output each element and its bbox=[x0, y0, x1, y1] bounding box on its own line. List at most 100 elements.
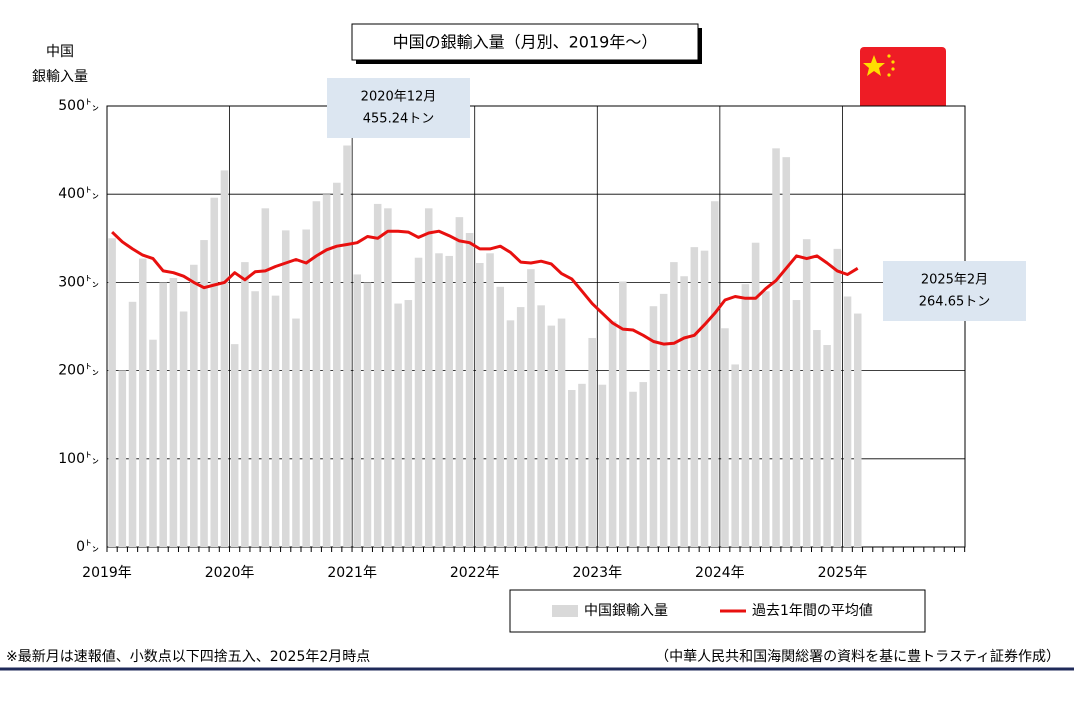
bar bbox=[384, 208, 392, 547]
bar bbox=[353, 274, 362, 547]
title-box bbox=[351, 23, 699, 61]
x-tick-label: 2023年 bbox=[572, 565, 622, 581]
bar bbox=[588, 337, 596, 547]
bar bbox=[445, 255, 453, 547]
bar bbox=[670, 262, 678, 547]
bar bbox=[343, 145, 351, 547]
x-tick-label: 2025年 bbox=[818, 565, 868, 581]
line bbox=[111, 229, 859, 346]
bar bbox=[802, 239, 811, 547]
bar bbox=[118, 370, 127, 547]
bar bbox=[782, 157, 791, 547]
callout-text: 264.65トン bbox=[919, 295, 991, 310]
bar bbox=[373, 203, 382, 548]
bar bbox=[465, 233, 474, 547]
bar bbox=[210, 197, 219, 547]
bar bbox=[108, 238, 116, 548]
bar bbox=[516, 307, 525, 547]
legend-swatch bbox=[552, 605, 578, 617]
bar bbox=[251, 291, 259, 547]
bar bbox=[220, 170, 229, 548]
bar bbox=[823, 345, 831, 547]
bar bbox=[292, 318, 300, 547]
bar bbox=[302, 229, 310, 548]
y-tick-label: 0㌧ bbox=[76, 539, 99, 555]
bar bbox=[619, 281, 627, 547]
bar bbox=[547, 325, 556, 547]
bar bbox=[659, 293, 668, 547]
bar bbox=[721, 328, 729, 547]
plot-area bbox=[106, 105, 966, 548]
bar bbox=[149, 339, 157, 547]
callout-text: 2020年12月 bbox=[361, 90, 437, 105]
callout-text: 2025年2月 bbox=[921, 273, 988, 288]
bar bbox=[333, 182, 341, 547]
source: （中華人民共和国海関総署の資料を基に豊トラスティ証券作成） bbox=[655, 648, 1060, 665]
bar bbox=[322, 194, 331, 547]
bar bbox=[567, 390, 576, 547]
callout-box bbox=[327, 78, 470, 138]
legend-box bbox=[509, 589, 926, 633]
y-axis-label: 銀輸入量 bbox=[32, 69, 88, 85]
bar bbox=[169, 277, 178, 547]
bar bbox=[506, 320, 515, 547]
bar bbox=[414, 257, 423, 547]
bar bbox=[404, 300, 413, 547]
y-tick-label: 400㌧ bbox=[58, 186, 99, 202]
chart-title: 中国の銀輸入量（月別、2019年～） bbox=[393, 33, 658, 52]
plot-frame bbox=[106, 105, 966, 548]
bar bbox=[159, 282, 167, 547]
bar bbox=[394, 303, 402, 547]
bar bbox=[435, 253, 443, 547]
bar bbox=[496, 286, 505, 547]
bar bbox=[455, 217, 464, 547]
bar bbox=[241, 262, 249, 547]
bar bbox=[629, 391, 637, 547]
bar bbox=[230, 344, 239, 547]
bar bbox=[710, 201, 719, 548]
legend-label: 中国銀輸入量 bbox=[584, 603, 668, 619]
bar bbox=[813, 330, 821, 547]
bar bbox=[271, 295, 280, 547]
bar bbox=[731, 364, 739, 547]
callout-box bbox=[883, 261, 1026, 321]
bar bbox=[200, 240, 208, 547]
bar bbox=[833, 248, 842, 547]
y-tick-label: 100㌧ bbox=[58, 451, 99, 467]
x-tick-label: 2024年 bbox=[695, 565, 745, 581]
bar bbox=[179, 311, 188, 547]
bar bbox=[476, 262, 484, 547]
bar bbox=[281, 230, 290, 547]
y-axis-label: 中国 bbox=[46, 44, 74, 60]
x-tick-label: 2021年 bbox=[327, 565, 377, 581]
bar bbox=[527, 269, 535, 547]
legend-label: 過去1年間の平均値 bbox=[752, 603, 873, 619]
x-tick-label: 2019年 bbox=[82, 565, 132, 581]
bar bbox=[608, 321, 617, 547]
bar bbox=[578, 383, 586, 547]
bar bbox=[741, 284, 750, 547]
y-tick-label: 300㌧ bbox=[58, 274, 99, 290]
bar bbox=[312, 201, 321, 548]
bar bbox=[138, 258, 147, 547]
bar bbox=[649, 306, 658, 547]
bar bbox=[772, 148, 780, 547]
bar bbox=[537, 305, 545, 547]
bar bbox=[690, 247, 699, 547]
bar bbox=[424, 208, 433, 547]
bar bbox=[128, 301, 137, 547]
bar bbox=[557, 318, 566, 547]
bar bbox=[680, 276, 688, 547]
callout-text: 455.24トン bbox=[363, 112, 435, 127]
bar bbox=[853, 313, 862, 547]
bar bbox=[261, 208, 270, 547]
bar bbox=[639, 382, 648, 547]
x-tick-label: 2022年 bbox=[450, 565, 500, 581]
bar bbox=[843, 296, 852, 547]
bar bbox=[762, 291, 770, 547]
bar bbox=[363, 282, 372, 547]
bar bbox=[700, 250, 709, 547]
bar bbox=[190, 264, 198, 547]
bar bbox=[486, 253, 494, 547]
